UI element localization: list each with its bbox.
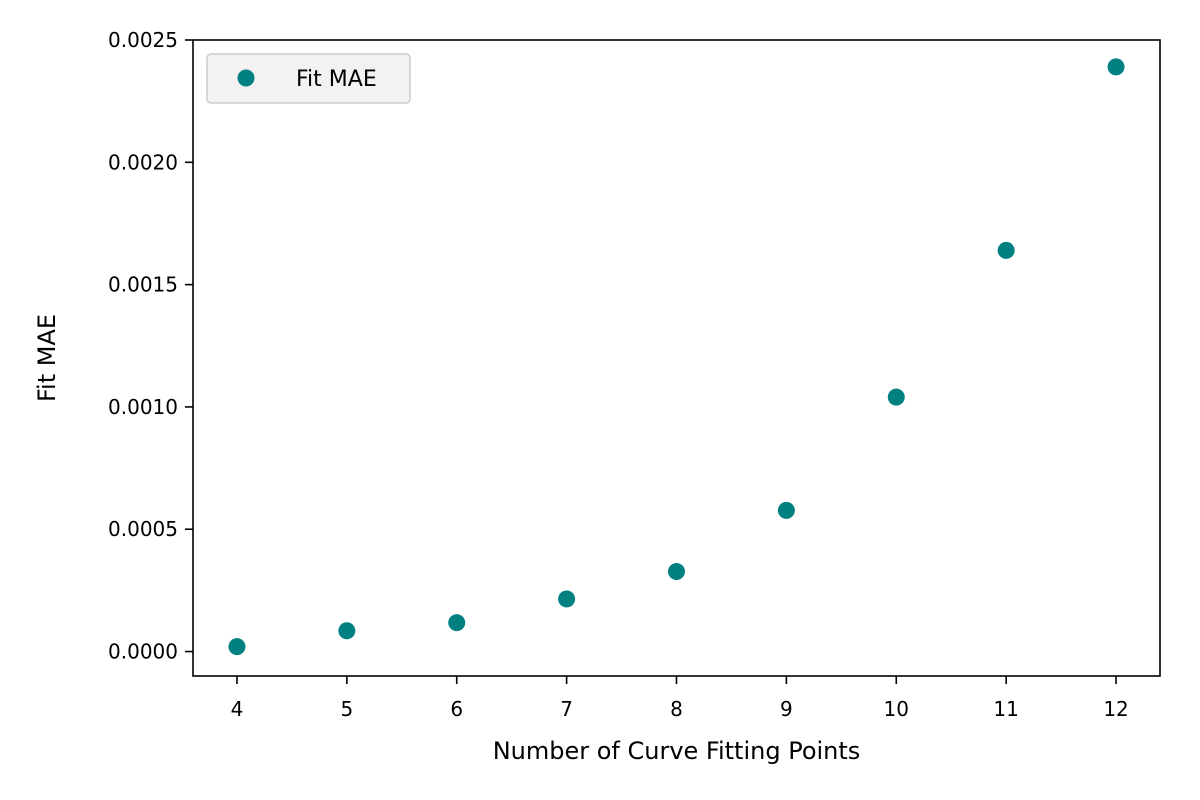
data-point — [448, 614, 466, 632]
y-axis-ticks: 0.0000 0.0005 0.0010 0.0015 0.0020 0.0025 — [108, 28, 193, 664]
y-tick-label: 0.0000 — [108, 640, 178, 664]
data-point — [558, 590, 576, 608]
x-tick-label: 7 — [560, 697, 573, 721]
legend-marker — [237, 69, 255, 87]
legend: Fit MAE — [206, 53, 411, 104]
y-tick-label: 0.0010 — [108, 395, 178, 419]
x-axis-title: Number of Curve Fitting Points — [493, 737, 861, 765]
data-point — [777, 501, 795, 519]
y-tick-label: 0.0005 — [108, 517, 178, 541]
legend-label: Fit MAE — [296, 67, 377, 92]
data-point — [228, 638, 246, 656]
x-axis-ticks: 4 5 6 7 8 9 10 11 12 — [231, 676, 1129, 721]
data-point — [338, 622, 356, 640]
data-point — [887, 388, 905, 406]
x-tick-label: 9 — [780, 697, 793, 721]
x-tick-label: 11 — [993, 697, 1018, 721]
data-point — [668, 563, 685, 581]
y-tick-label: 0.0020 — [108, 150, 178, 174]
x-tick-label: 8 — [670, 697, 683, 721]
x-tick-label: 12 — [1103, 697, 1128, 721]
data-point — [1107, 58, 1125, 76]
legend-box — [206, 53, 411, 104]
x-tick-label: 10 — [884, 697, 909, 721]
y-tick-label: 0.0015 — [108, 273, 178, 297]
x-tick-label: 6 — [450, 697, 463, 721]
x-tick-label: 4 — [231, 697, 244, 721]
y-tick-label: 0.0025 — [108, 28, 178, 52]
data-point — [997, 241, 1015, 259]
x-tick-label: 5 — [340, 697, 353, 721]
plot-area-frame — [192, 39, 1161, 677]
y-axis-title: Fit MAE — [33, 314, 61, 402]
data-points — [228, 58, 1125, 656]
